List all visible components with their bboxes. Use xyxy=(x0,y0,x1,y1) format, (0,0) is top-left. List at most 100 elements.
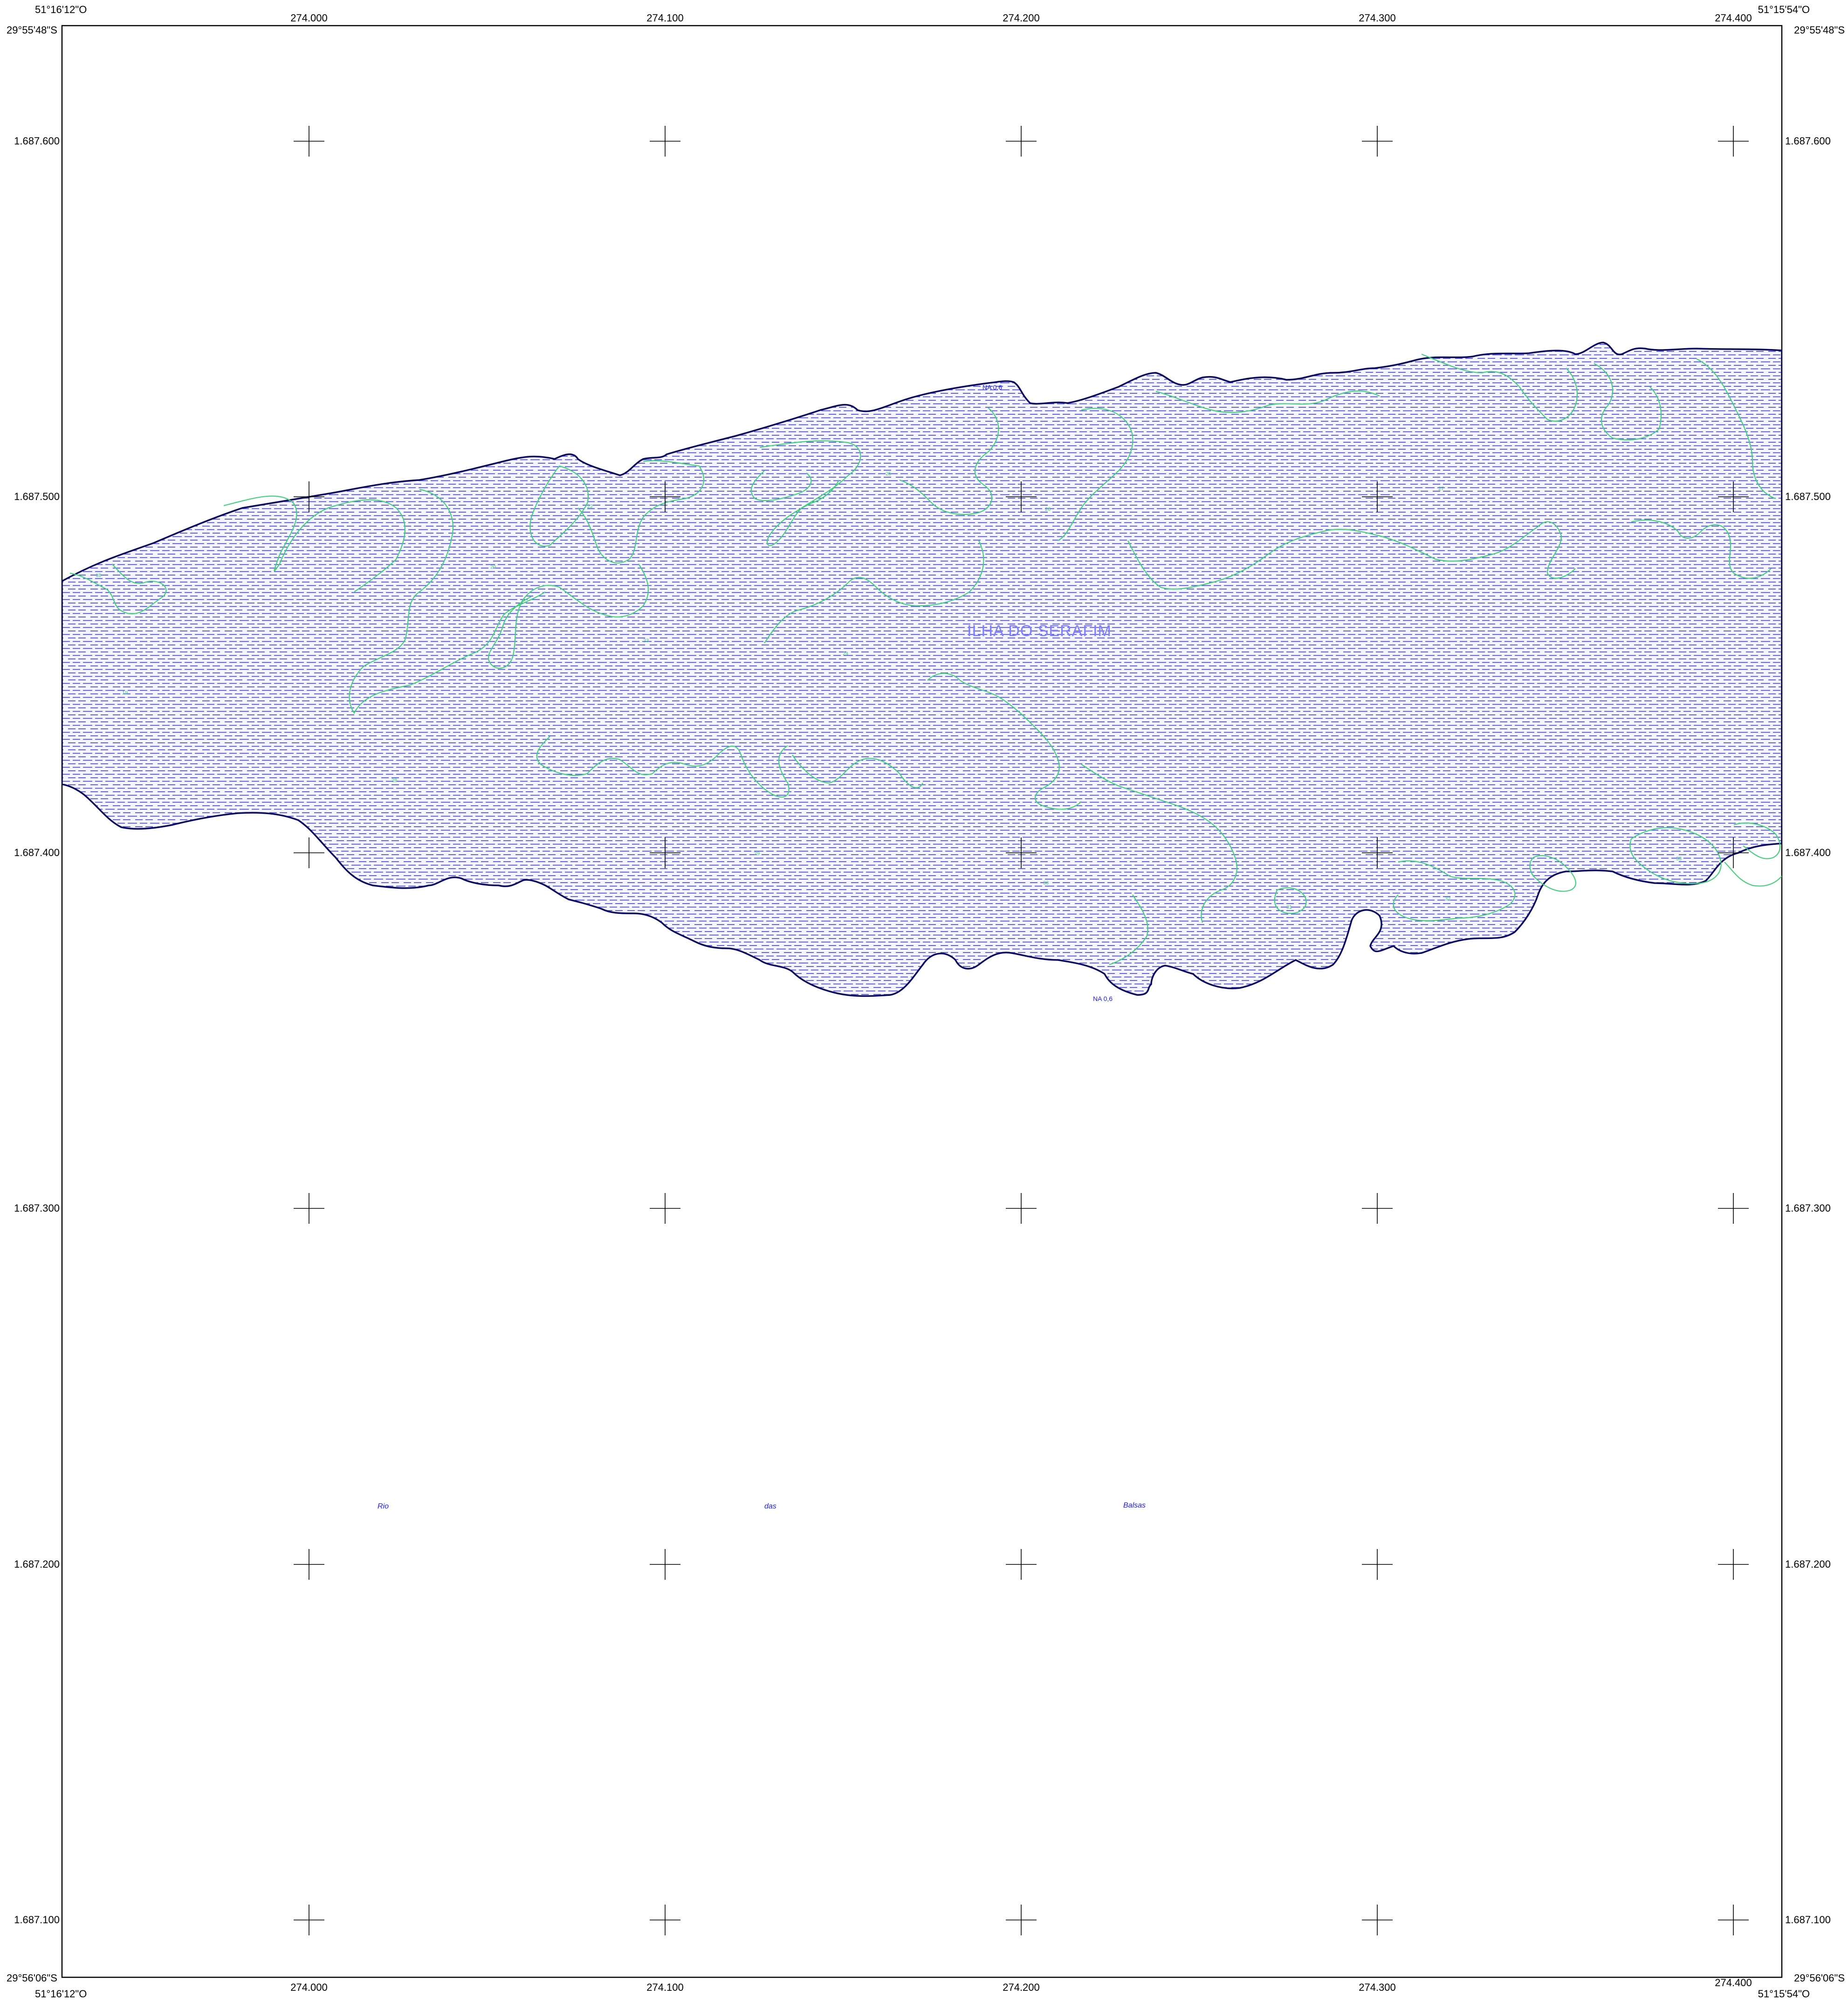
contour-line xyxy=(577,460,705,564)
contour-line xyxy=(1733,822,1781,859)
corner-labels: 51°16'12"O 29°55'48"S 51°15'54"O 29°55'4… xyxy=(7,4,1845,2000)
map-frame xyxy=(61,25,1783,1978)
grid-cross xyxy=(650,1905,680,1935)
grid-cross xyxy=(1718,837,1749,868)
grid-cross xyxy=(1006,126,1037,157)
northing-label: 1.687.600 xyxy=(1785,135,1831,147)
contour-line xyxy=(488,563,649,669)
contour-label: 23 xyxy=(643,638,649,644)
contour-line xyxy=(536,736,790,798)
grid-cross xyxy=(294,1905,324,1935)
grid-cross xyxy=(1006,1549,1037,1580)
contour-label: 26 xyxy=(1045,507,1051,512)
grid-cross xyxy=(294,1193,324,1224)
northing-label: 1.687.500 xyxy=(14,491,60,502)
grid-cross xyxy=(650,126,680,157)
contour-line xyxy=(1109,894,1148,966)
contour-line xyxy=(764,540,984,644)
island-shape xyxy=(62,342,1782,997)
easting-label: 274.100 xyxy=(646,12,684,24)
contour-label: 24 xyxy=(843,651,848,657)
grid-cross xyxy=(1718,126,1749,157)
contour-label: 29 xyxy=(754,851,760,857)
contour-label: 30 xyxy=(1043,880,1049,886)
northing-labels-left: 1.687.600 1.687.500 1.687.400 1.687.300 … xyxy=(14,135,60,1926)
grid-cross xyxy=(294,1549,324,1580)
easting-labels-bottom: 274.000 274.100 274.200 274.300 274.400 xyxy=(290,1977,1752,1993)
contour-line xyxy=(750,470,812,501)
contour-line xyxy=(1724,862,1782,887)
corner-lon-label: 51°16'12"O xyxy=(35,4,87,15)
island xyxy=(62,342,1782,997)
grid-cross xyxy=(1362,837,1393,868)
contour-line xyxy=(1421,353,1578,422)
easting-label: 274.300 xyxy=(1359,1981,1396,1993)
corner-lat-label: 29°56'06"S xyxy=(7,1972,57,1984)
grid-cross xyxy=(1362,1193,1393,1224)
contour-line xyxy=(1127,521,1576,590)
contour-line xyxy=(1058,408,1134,541)
water-level-label: NA 0,6 xyxy=(1093,995,1113,1002)
grid-cross xyxy=(650,837,680,868)
grid-cross xyxy=(1718,1193,1749,1224)
contour-label: 28 xyxy=(392,778,397,783)
grid-crosses xyxy=(294,126,1749,1935)
contour-label: 22 xyxy=(587,504,593,509)
northing-labels-right: 1.687.600 1.687.500 1.687.400 1.687.300 … xyxy=(1785,135,1831,1926)
contour-label: 27 xyxy=(1438,486,1444,492)
contour-label: 19 xyxy=(122,690,128,696)
grid-cross xyxy=(1718,1549,1749,1580)
northing-label: 1.687.100 xyxy=(1785,1914,1831,1926)
corner-lon-label: 51°15'54"O xyxy=(1758,4,1810,15)
corner-lat-label: 29°55'48"S xyxy=(1794,24,1845,36)
contour-line xyxy=(1155,391,1380,413)
contour-line xyxy=(69,563,167,615)
grid-cross xyxy=(650,1193,680,1224)
northing-label: 1.687.400 xyxy=(14,847,60,858)
grid-cross xyxy=(650,481,680,512)
contour-label: 33 xyxy=(1676,856,1682,862)
easting-label: 274.000 xyxy=(290,1981,328,1993)
grid-cross xyxy=(1718,1905,1749,1935)
contour-labels: 18 19 20 22 23 24 25 26 27 28 29 30 31 3… xyxy=(96,471,1682,910)
contour-line xyxy=(1696,358,1776,500)
northing-label: 1.687.400 xyxy=(1785,847,1831,858)
contour-label: 25 xyxy=(886,471,891,477)
contour-line xyxy=(1629,827,1722,884)
contour-line xyxy=(1529,855,1576,892)
grid-cross xyxy=(294,837,324,868)
island-name-label: ILHA DO SERAFIM xyxy=(967,622,1112,640)
river-label: Balsas xyxy=(1123,1502,1146,1509)
river-label: Rio xyxy=(378,1502,389,1510)
grid-cross xyxy=(650,1549,680,1580)
northing-label: 1.687.200 xyxy=(1785,1558,1831,1570)
grid-cross xyxy=(1718,481,1749,512)
grid-cross xyxy=(1006,481,1037,512)
contour-line xyxy=(1274,887,1307,914)
contour-lines xyxy=(69,353,1782,966)
contour-line xyxy=(1594,363,1662,441)
contour-line xyxy=(1081,764,1237,923)
northing-label: 1.687.600 xyxy=(14,135,60,147)
easting-label: 274.200 xyxy=(1003,12,1040,24)
easting-label: 274.100 xyxy=(646,1981,684,1993)
contour-label: 31 xyxy=(1286,905,1292,910)
contour-label: 20 xyxy=(490,564,496,570)
contour-line xyxy=(899,407,999,515)
northing-label: 1.687.300 xyxy=(14,1202,60,1214)
northing-label: 1.687.500 xyxy=(1785,491,1831,502)
grid-cross xyxy=(1006,837,1037,868)
easting-labels-top: 274.000 274.100 274.200 274.300 274.400 xyxy=(290,12,1752,24)
corner-lon-label: 51°15'54"O xyxy=(1758,1988,1810,2000)
contour-line xyxy=(529,465,589,547)
corner-lat-label: 29°55'48"S xyxy=(7,24,57,36)
river-label: das xyxy=(764,1502,776,1510)
contour-line xyxy=(1631,519,1772,579)
contour-line xyxy=(1393,860,1516,921)
contour-line xyxy=(927,672,1082,810)
corner-lat-label: 29°56'06"S xyxy=(1794,1972,1845,1984)
easting-label: 274.200 xyxy=(1003,1981,1040,1993)
easting-label: 274.400 xyxy=(1715,1977,1752,1988)
easting-label: 274.400 xyxy=(1715,12,1752,24)
